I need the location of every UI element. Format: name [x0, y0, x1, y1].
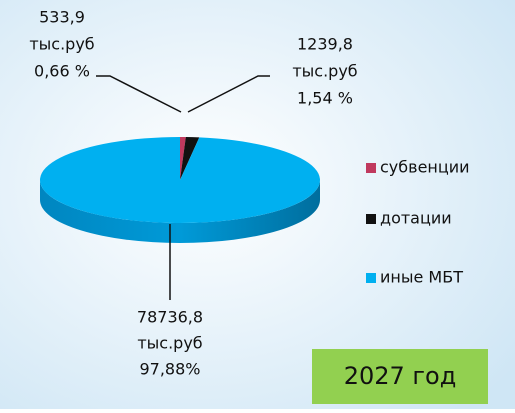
- data-label: 78736,8: [137, 308, 203, 327]
- data-label-unit: тыс.руб: [29, 35, 94, 54]
- chart-title: 2027 год: [344, 362, 457, 390]
- data-label-percent: 0,66 %: [34, 62, 90, 81]
- legend-label: субвенции: [380, 158, 470, 177]
- title-box: [312, 349, 488, 404]
- data-label-unit: тыс.руб: [137, 334, 202, 353]
- leader-line: [187, 75, 270, 113]
- pie-side: [40, 180, 320, 243]
- leader-line: [96, 75, 182, 113]
- data-label: 533,9: [39, 8, 85, 27]
- data-label-percent: 97,88%: [139, 360, 200, 379]
- data-label-unit: тыс.руб: [292, 62, 357, 81]
- data-label: 1239,8: [297, 35, 353, 54]
- legend-label: дотации: [380, 209, 452, 228]
- data-label-percent: 1,54 %: [297, 89, 353, 108]
- pie: [40, 137, 321, 243]
- pie-slice: [180, 137, 186, 180]
- pie-slice: [180, 137, 200, 180]
- legend-swatch: [366, 163, 376, 173]
- legend-label: иные МБТ: [380, 268, 463, 287]
- legend-swatch: [366, 214, 376, 224]
- pie-slice: [40, 137, 321, 223]
- legend-swatch: [366, 273, 376, 283]
